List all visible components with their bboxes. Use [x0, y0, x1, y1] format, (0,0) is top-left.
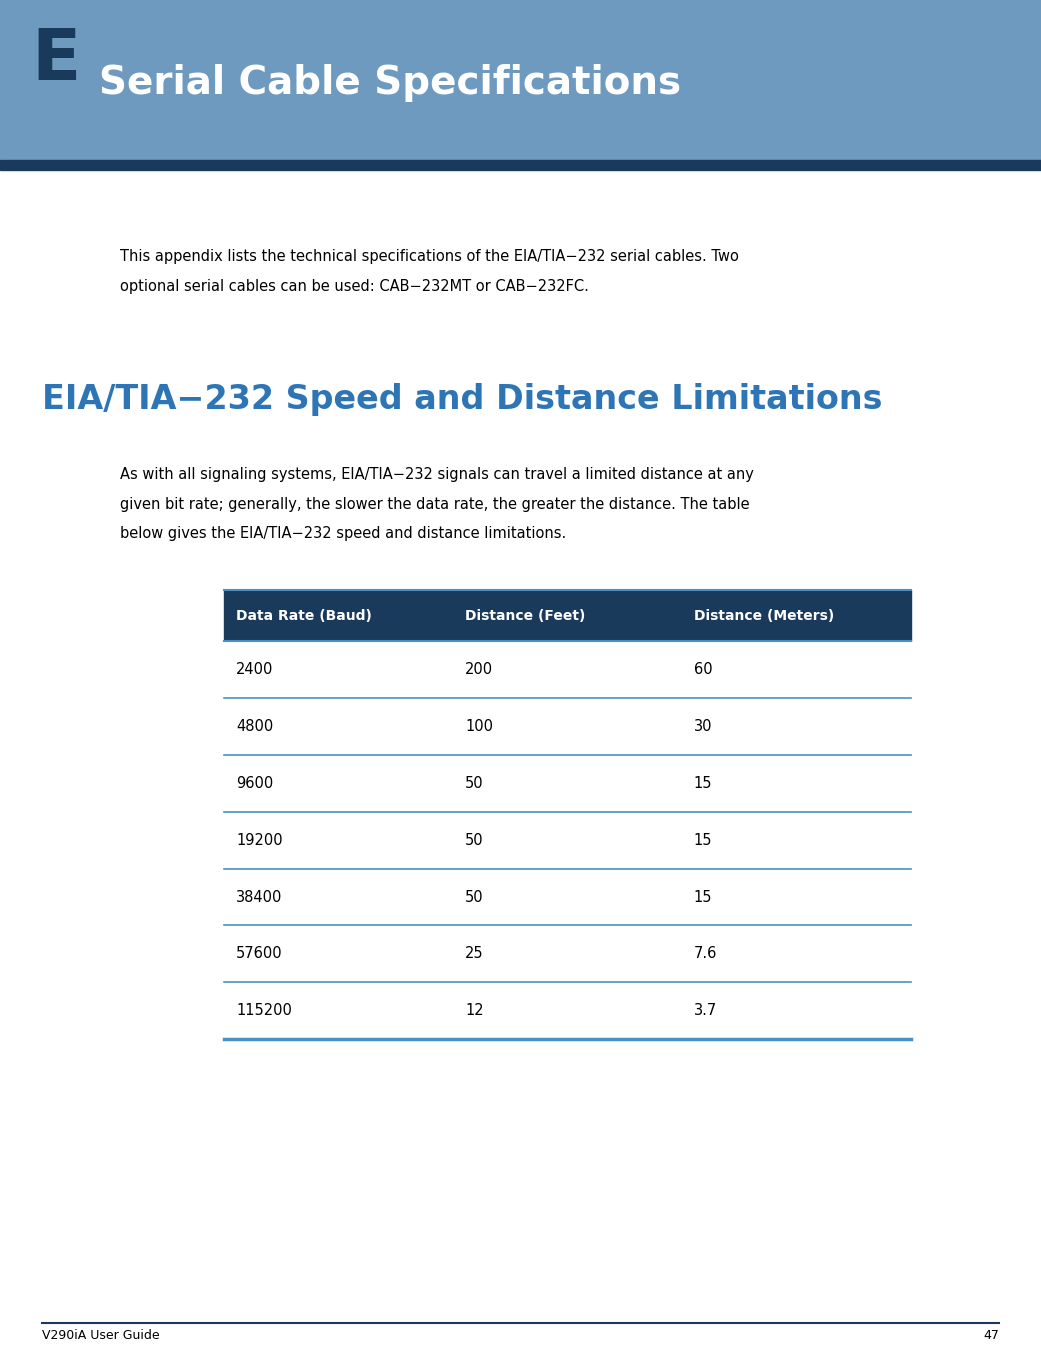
Text: 25: 25	[465, 946, 484, 962]
Text: Serial Cable Specifications: Serial Cable Specifications	[99, 64, 681, 101]
Text: 57600: 57600	[236, 946, 283, 962]
Text: E: E	[31, 26, 80, 95]
Bar	[224, 869, 911, 925]
Text: below gives the EIA/TIA−232 speed and distance limitations.: below gives the EIA/TIA−232 speed and di…	[120, 526, 566, 541]
Text: V290iA User Guide: V290iA User Guide	[42, 1329, 159, 1342]
Text: EIA/TIA−232 Speed and Distance Limitations: EIA/TIA−232 Speed and Distance Limitatio…	[42, 383, 882, 415]
Text: 38400: 38400	[236, 889, 283, 905]
Text: 15: 15	[694, 832, 712, 848]
Bar	[224, 641, 911, 698]
Bar	[0, 0, 1041, 160]
Text: 60: 60	[694, 662, 712, 678]
Text: 15: 15	[694, 889, 712, 905]
Text: 3.7: 3.7	[694, 1003, 717, 1019]
Text: This appendix lists the technical specifications of the EIA/TIA−232 serial cable: This appendix lists the technical specif…	[120, 249, 739, 264]
Bar	[224, 755, 911, 812]
Bar	[224, 812, 911, 869]
Text: 12: 12	[465, 1003, 484, 1019]
Bar	[224, 590, 911, 641]
Text: 50: 50	[465, 775, 484, 792]
Text: 30: 30	[694, 718, 712, 735]
Text: 47: 47	[984, 1329, 999, 1342]
Text: 7.6: 7.6	[694, 946, 717, 962]
Text: 100: 100	[465, 718, 493, 735]
Text: given bit rate; generally, the slower the data rate, the greater the distance. T: given bit rate; generally, the slower th…	[120, 497, 750, 511]
Text: 50: 50	[465, 889, 484, 905]
Text: 200: 200	[465, 662, 493, 678]
Text: optional serial cables can be used: CAB−232MT or CAB−232FC.: optional serial cables can be used: CAB−…	[120, 279, 588, 294]
Text: Data Rate (Baud): Data Rate (Baud)	[236, 609, 373, 622]
Text: 4800: 4800	[236, 718, 274, 735]
Text: 19200: 19200	[236, 832, 283, 848]
Text: Distance (Feet): Distance (Feet)	[465, 609, 585, 622]
Text: 50: 50	[465, 832, 484, 848]
Text: 2400: 2400	[236, 662, 274, 678]
Bar	[224, 925, 911, 982]
Text: Distance (Meters): Distance (Meters)	[694, 609, 834, 622]
Bar	[224, 982, 911, 1039]
Bar	[224, 698, 911, 755]
Text: 115200: 115200	[236, 1003, 293, 1019]
Text: As with all signaling systems, EIA/TIA−232 signals can travel a limited distance: As with all signaling systems, EIA/TIA−2…	[120, 467, 754, 482]
Text: 15: 15	[694, 775, 712, 792]
Text: 9600: 9600	[236, 775, 274, 792]
Bar	[0, 160, 1041, 170]
